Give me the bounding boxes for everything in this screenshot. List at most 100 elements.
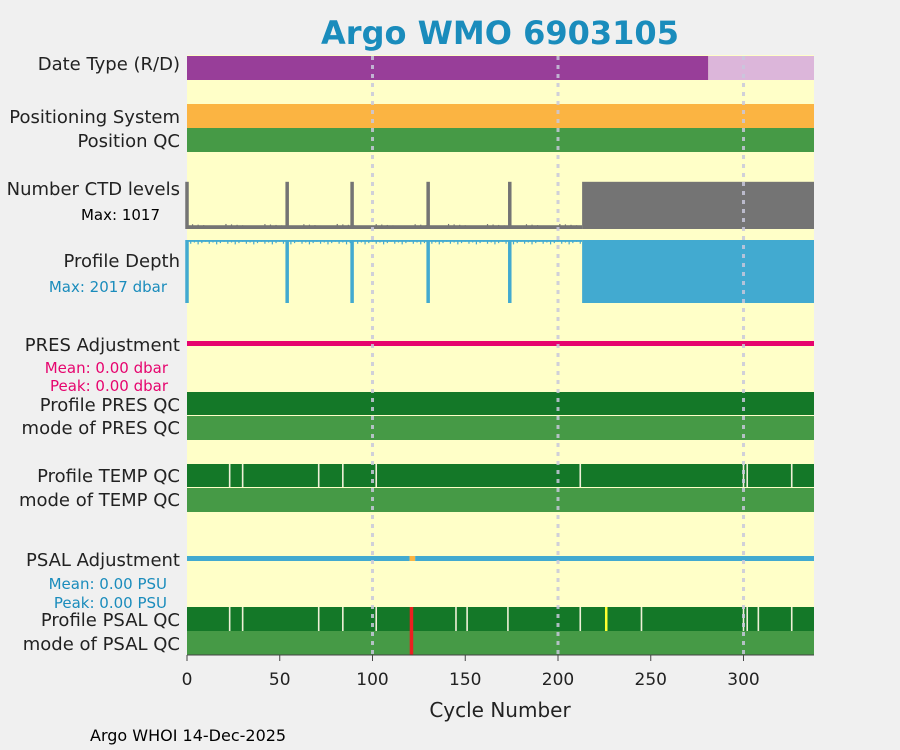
psal-qc-flag-mark: [790, 607, 793, 631]
depth-level-bar: [301, 240, 303, 244]
x-axis-label: Cycle Number: [429, 698, 571, 722]
depth-level-bar: [327, 240, 329, 245]
ctd-level-bar: [553, 226, 555, 229]
date-type-R-segment: [187, 56, 709, 80]
depth-level-bar: [460, 240, 463, 244]
psal-qc-flag-mark: [746, 607, 749, 631]
ctd-level-bar: [436, 225, 439, 229]
gridlines: [371, 56, 746, 655]
ctd-spike-bar: [508, 181, 512, 229]
psal-adjustment-line: [187, 556, 410, 561]
ctd-level-bar: [559, 223, 561, 229]
ctd-level-bar: [214, 225, 216, 229]
ctd-level-bar: [392, 225, 394, 229]
depth-level-bar: [535, 240, 537, 244]
ctd-level-bar: [409, 226, 411, 229]
psal-qc-flag-mark: [640, 607, 643, 631]
x-tick-label-0: 0: [182, 670, 193, 690]
depth-level-bar: [190, 240, 192, 244]
ctd-level-bar: [336, 223, 338, 229]
ctd-level-bar: [386, 224, 388, 229]
ctd-level-bar: [242, 225, 244, 229]
depth-level-bar: [553, 240, 555, 244]
pres-peak-label: Peak: 0.00 dbar: [50, 377, 169, 395]
depth-level-bar: [305, 240, 307, 243]
depth-level-bar: [342, 240, 344, 243]
ctd-level-bar: [464, 225, 466, 229]
ctd-level-bar: [514, 226, 516, 229]
depth-level-bar: [297, 240, 299, 242]
depth-level-bar: [375, 240, 377, 244]
psal-qc-flag-mark: [455, 607, 457, 631]
depth-level-bar: [405, 240, 407, 244]
depth-level-bar: [256, 240, 259, 244]
depth-level-bar: [561, 240, 563, 244]
temp-qc-flag-mark: [342, 464, 344, 487]
depth-level-bar: [453, 240, 455, 243]
depth-level-bar: [538, 240, 541, 242]
profile-pres-qc-bar: [187, 392, 814, 415]
depth-level-bar: [531, 240, 533, 245]
label-mode-temp-qc: mode of TEMP QC: [19, 490, 180, 511]
depth-deep-block: [582, 240, 814, 303]
ctd-level-bar: [347, 224, 349, 229]
depth-level-bar: [579, 240, 581, 244]
depth-level-bar: [323, 240, 325, 243]
depth-level-bar: [312, 240, 314, 244]
ctd-level-bar: [264, 224, 266, 229]
depth-level-bar: [308, 240, 311, 245]
label-date-type: Date Type (R/D): [38, 54, 180, 75]
depth-level-bar: [282, 240, 285, 244]
depth-level-bar: [371, 240, 374, 242]
ctd-level-bar: [292, 226, 294, 229]
ctd-level-bar: [331, 226, 333, 229]
ctd-level-bar: [319, 225, 322, 229]
depth-level-bar: [275, 240, 277, 244]
depth-level-bar: [230, 240, 233, 243]
psal-qc-flag-mark: [228, 607, 231, 631]
ctd-level-bar: [325, 225, 327, 229]
depth-level-bar: [564, 240, 567, 243]
ctd-level-bar: [342, 224, 344, 229]
depth-level-bar: [505, 240, 507, 244]
ctd-level-bar: [364, 226, 366, 229]
profile-psal-qc-bar: [187, 607, 814, 631]
ctd-max-label: Max: 1017: [81, 206, 160, 224]
depth-level-bar: [334, 240, 337, 242]
ctd-level-bar: [447, 223, 450, 229]
depth-level-bar: [412, 240, 414, 244]
ctd-baseline-bars: [187, 225, 583, 229]
depth-level-bar: [449, 240, 452, 244]
mode-psal-qc-bad-mark: [409, 631, 414, 655]
depth-level-bar: [490, 240, 492, 243]
depth-level-bar: [475, 240, 477, 245]
ctd-spike-bar: [285, 181, 289, 229]
x-tick-label-150: 150: [449, 670, 481, 690]
depth-level-bar: [293, 240, 296, 244]
depth-level-bar: [364, 240, 366, 245]
depth-max-label: Max: 2017 dbar: [49, 278, 168, 296]
ctd-level-bar: [503, 225, 505, 229]
ctd-level-bar: [403, 226, 405, 229]
depth-level-bar: [494, 240, 496, 245]
depth-level-bar: [501, 240, 503, 242]
ctd-level-bar: [281, 225, 283, 229]
depth-level-bar: [379, 240, 381, 243]
plot-background: [187, 55, 814, 655]
label-profile-pres-qc: Profile PRES QC: [40, 395, 180, 416]
ctd-level-bar: [203, 225, 205, 229]
x-tick-label-300: 300: [727, 670, 759, 690]
temp-qc-flag-mark: [579, 464, 582, 487]
ctd-level-bar: [197, 224, 199, 229]
depth-level-bar: [238, 240, 240, 244]
depth-level-bar: [201, 240, 203, 244]
ctd-level-bar: [236, 224, 238, 229]
ctd-spike-bar: [185, 181, 189, 229]
ctd-level-bar: [525, 224, 528, 229]
ctd-level-bar: [375, 224, 377, 229]
ctd-spike-bar: [426, 181, 430, 229]
ctd-level-bar: [269, 224, 272, 229]
ctd-level-bar: [258, 226, 260, 229]
label-position-qc: Position QC: [77, 131, 180, 152]
